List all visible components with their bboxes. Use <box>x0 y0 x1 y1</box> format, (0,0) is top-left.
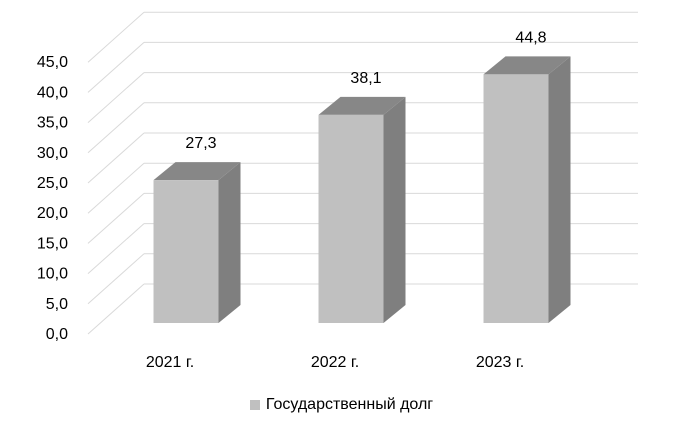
gridline-diagonal <box>87 11 145 63</box>
bar-top <box>153 162 241 181</box>
x-tick-label: 2022 г. <box>311 354 359 371</box>
bar-side <box>548 56 571 324</box>
y-tick-label: 40,0 <box>37 84 68 101</box>
gridline-diagonal <box>87 102 145 154</box>
x-tick-label: 2023 г. <box>476 354 524 371</box>
bar-top <box>318 96 406 115</box>
gridline-diagonal <box>87 162 145 214</box>
gridline-diagonal <box>87 223 145 274</box>
y-tick-label: 20,0 <box>37 205 68 222</box>
y-tick-label: 30,0 <box>37 145 68 162</box>
y-tick-label: 5,0 <box>46 296 68 313</box>
y-tick-label: 25,0 <box>37 175 68 192</box>
data-label: 27,3 <box>185 135 216 152</box>
y-tick-label: 35,0 <box>37 115 68 132</box>
gridline-diagonal <box>87 42 145 93</box>
bar-top <box>483 56 571 75</box>
gridline-diagonal <box>87 72 145 123</box>
legend: Государственный долг <box>0 396 683 414</box>
legend-label: Государственный долг <box>265 396 434 413</box>
legend-swatch <box>249 400 260 410</box>
bar <box>483 74 549 324</box>
x-tick-label: 2021 г. <box>146 354 194 371</box>
gridline-diagonal <box>87 193 145 244</box>
y-tick-label: 10,0 <box>37 266 68 283</box>
bar-side <box>383 96 406 323</box>
bar <box>318 114 384 323</box>
gridline-diagonal <box>87 253 145 305</box>
y-tick-label: 15,0 <box>37 235 68 252</box>
y-tick-label: 0,0 <box>46 326 68 343</box>
gridline-diagonal <box>87 283 145 335</box>
y-tick-label: 45,0 <box>37 54 68 71</box>
bar-side <box>218 162 241 323</box>
data-label: 44,8 <box>515 29 546 46</box>
data-label: 38,1 <box>350 70 381 87</box>
bar <box>153 180 219 323</box>
gridline-diagonal <box>87 132 145 184</box>
